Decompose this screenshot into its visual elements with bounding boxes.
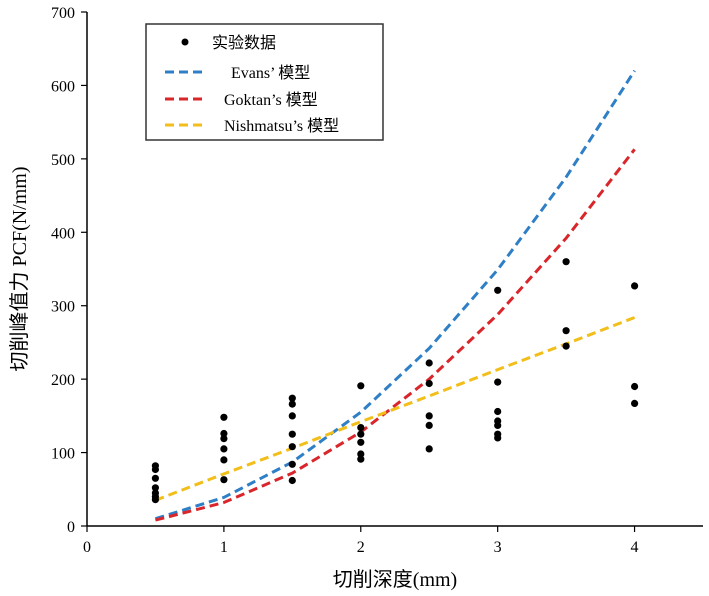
data-point — [151, 474, 159, 482]
data-points — [151, 258, 639, 504]
legend-marker-experimental — [181, 38, 189, 46]
data-point — [220, 445, 228, 453]
data-point — [151, 484, 159, 492]
data-point — [220, 413, 228, 421]
axes: 0 1 2 3 4 0 100 200 300 400 500 600 700 — [51, 5, 703, 556]
data-point — [357, 450, 365, 458]
data-point — [562, 342, 570, 350]
data-point — [288, 443, 296, 451]
data-point — [288, 430, 296, 438]
data-point — [288, 400, 296, 408]
y-tick-label: 100 — [51, 446, 75, 463]
data-point — [220, 476, 228, 484]
model-lines — [154, 69, 636, 522]
data-point — [425, 379, 433, 388]
legend-label-experimental: 实验数据 — [212, 34, 276, 52]
data-point — [357, 424, 365, 432]
data-point — [151, 496, 159, 504]
y-tick-label: 300 — [51, 299, 75, 316]
legend-label-nishmatsu: Nishmatsu’s 模型 — [224, 117, 339, 135]
x-tick-label: 0 — [83, 539, 91, 556]
data-point — [494, 286, 502, 294]
data-point — [288, 460, 296, 468]
data-point — [288, 394, 296, 402]
data-point — [425, 421, 433, 429]
x-tick-label: 2 — [357, 539, 365, 556]
data-point — [631, 282, 639, 290]
data-point — [220, 435, 228, 443]
data-point — [425, 445, 433, 453]
y-tick-label: 400 — [51, 225, 75, 242]
data-point — [220, 429, 228, 438]
evans-model-line — [154, 69, 636, 521]
y-tick-label: 600 — [51, 78, 75, 95]
x-tick-label: 4 — [631, 539, 639, 556]
data-point — [494, 434, 502, 442]
data-point — [357, 430, 365, 438]
y-tick-label: 200 — [51, 372, 75, 389]
x-tick-label: 3 — [494, 539, 502, 556]
legend-label-goktan: Goktan’s 模型 — [224, 91, 318, 109]
y-tick-label: 700 — [51, 5, 75, 22]
data-point — [631, 399, 639, 407]
x-tick-label: 1 — [220, 539, 228, 556]
y-axis-label: 切削峰值力 PCF(N/mm) — [8, 166, 31, 371]
x-axis-label: 切削深度(mm) — [333, 568, 457, 591]
data-point — [562, 327, 570, 335]
data-point — [357, 438, 365, 446]
data-point — [425, 412, 433, 420]
y-tick-label: 500 — [51, 152, 75, 169]
nishmatsu-model-line — [154, 316, 636, 502]
data-point — [357, 455, 365, 463]
data-point — [631, 382, 639, 391]
y-tick-label: 0 — [67, 519, 75, 536]
legend: 实验数据 Evans’ 模型 Goktan’s 模型 Nishmatsu’s 模… — [145, 23, 384, 141]
data-point — [288, 412, 296, 420]
data-point — [494, 407, 502, 416]
data-point — [288, 476, 296, 485]
legend-label-evans: Evans’ 模型 — [231, 64, 310, 82]
data-point — [151, 465, 159, 474]
data-point — [494, 378, 502, 386]
data-point — [494, 421, 502, 429]
data-point — [357, 382, 365, 390]
data-point — [220, 456, 228, 464]
goktan-model-line — [155, 148, 636, 522]
data-point — [562, 258, 570, 266]
data-point — [425, 359, 433, 367]
